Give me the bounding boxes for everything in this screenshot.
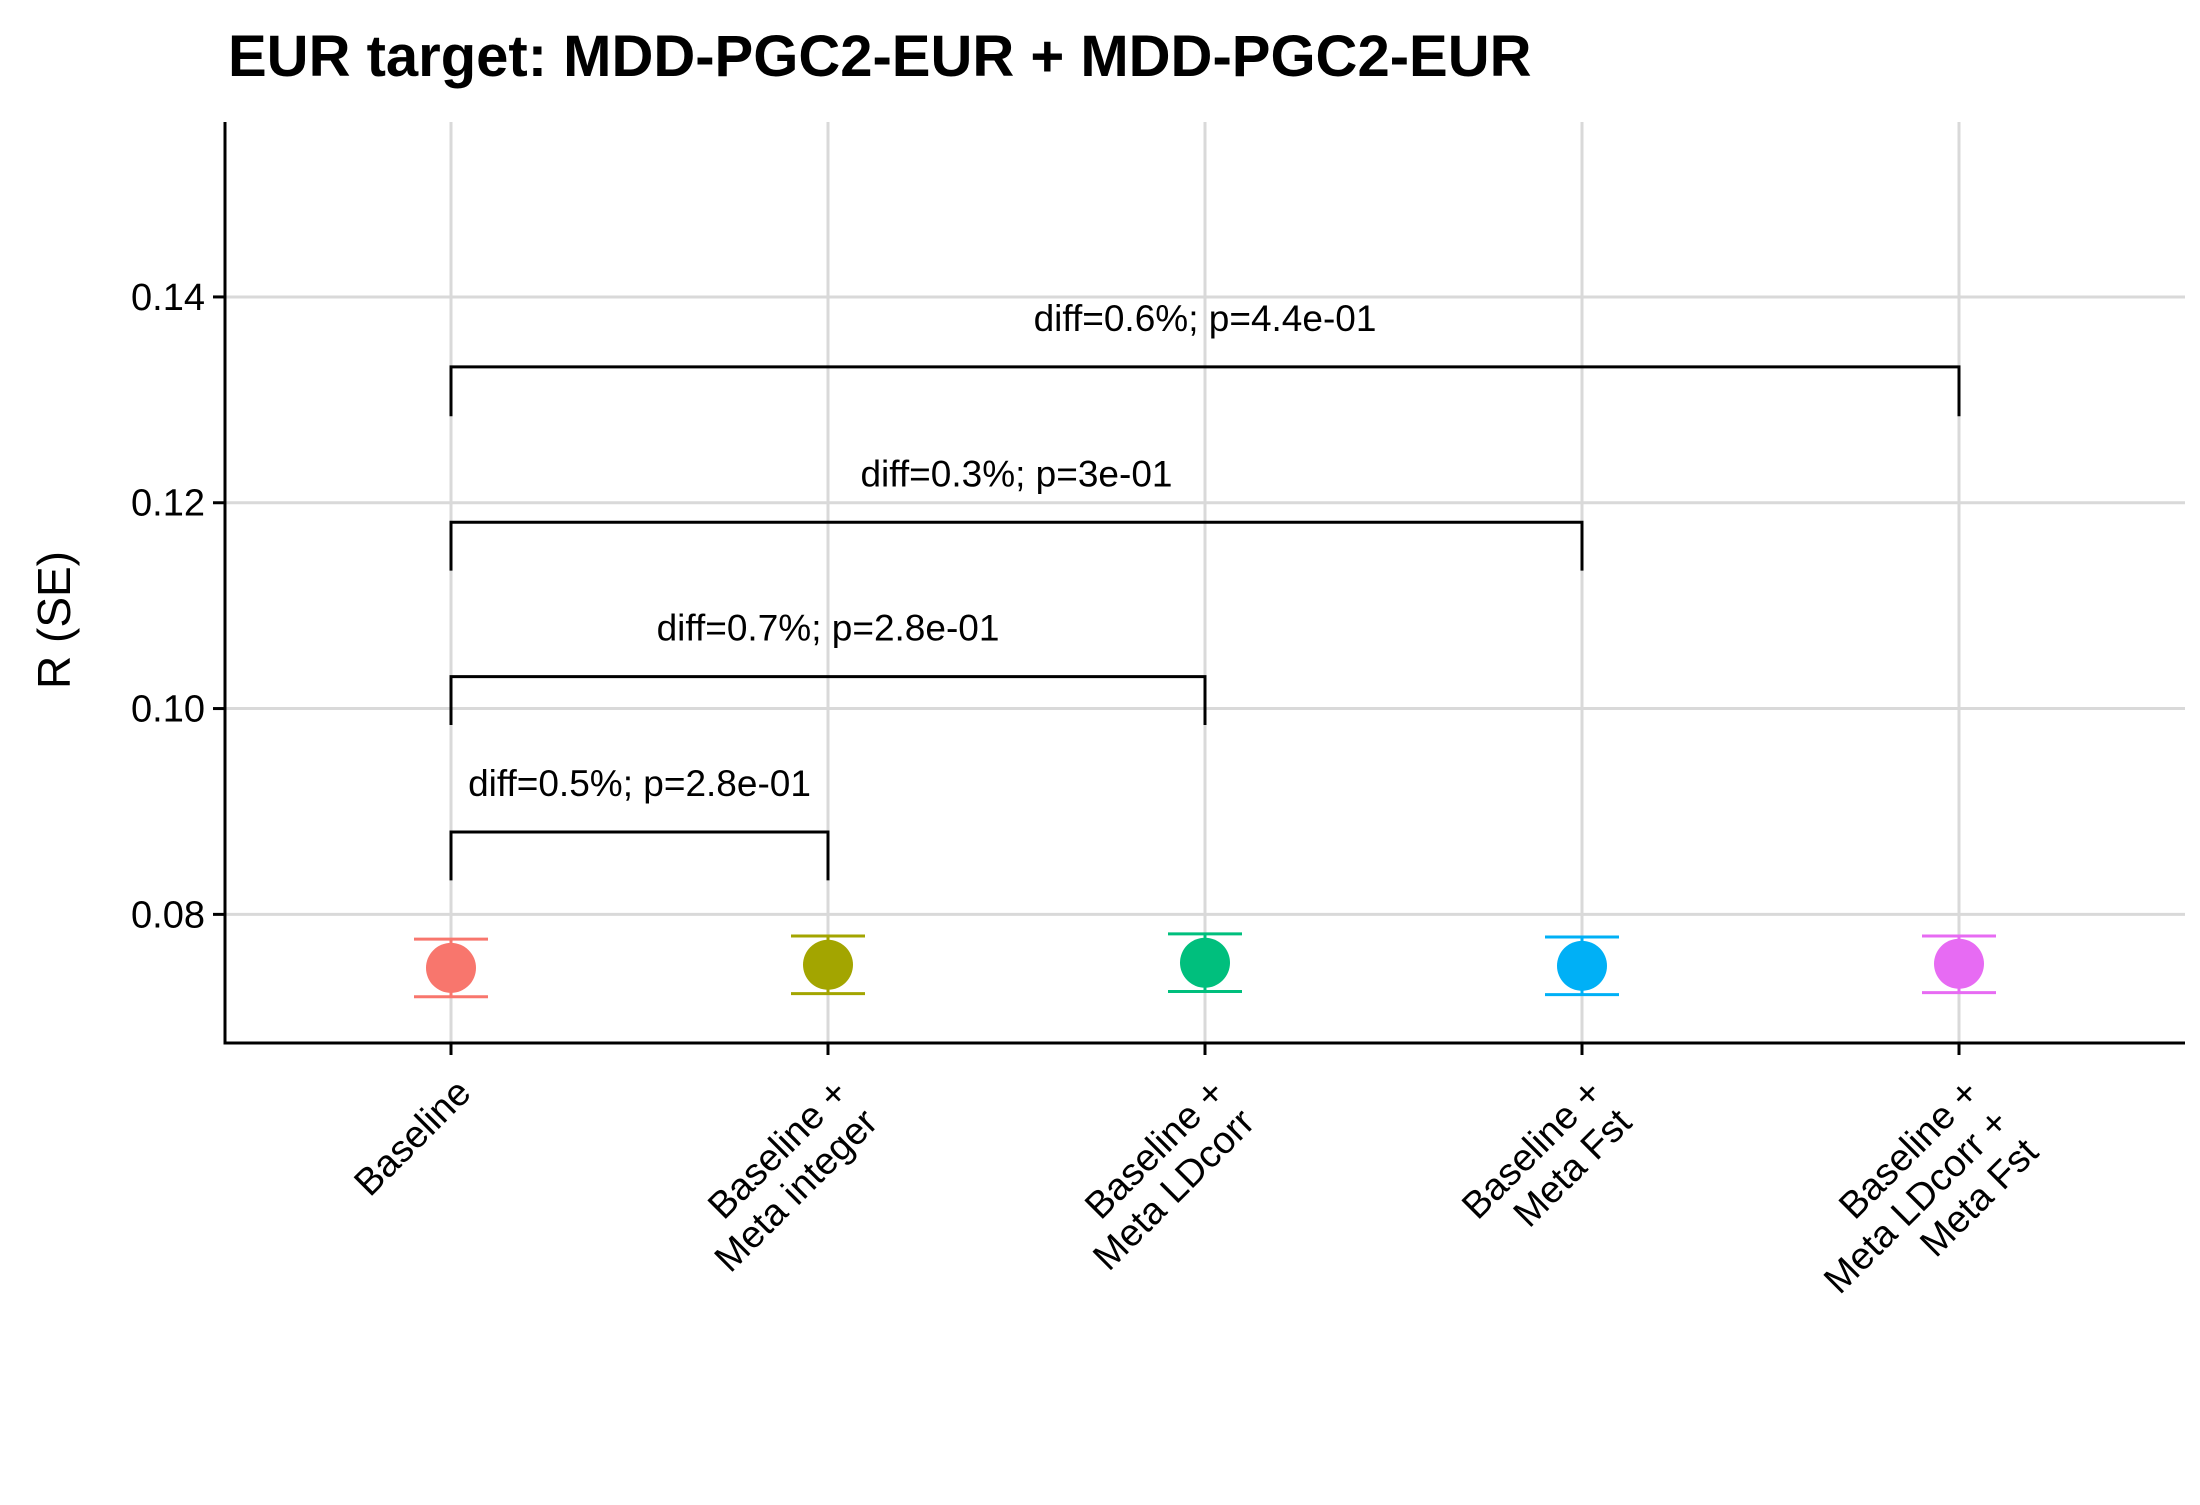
comparison-bracket xyxy=(449,675,1207,726)
y-tick-label: 0.12 xyxy=(131,483,205,525)
data-point xyxy=(426,942,476,993)
comparison-bracket xyxy=(449,365,1961,417)
x-tick-label-group: Baseline +Meta Fst xyxy=(1454,1072,1640,1236)
y-tick-label: 0.08 xyxy=(131,894,205,936)
y-axis-label: R (SE) xyxy=(28,551,80,689)
y-tick-label: 0.14 xyxy=(131,277,205,319)
x-tick-label-group: Baseline +Meta LDcorr +Meta Fst xyxy=(1816,1072,2047,1302)
data-point xyxy=(1557,940,1607,991)
data-point xyxy=(1934,938,1984,989)
comparison-label: diff=0.3%; p=3e-01 xyxy=(860,453,1172,494)
comparison-label: diff=0.6%; p=4.4e-01 xyxy=(1034,298,1377,339)
x-tick-label: Baseline xyxy=(346,1072,479,1205)
comparison-bracket xyxy=(449,520,1584,571)
x-tick-label-group: Baseline xyxy=(346,1072,479,1205)
x-tick-label-group: Baseline +Meta integer xyxy=(700,1072,886,1281)
comparison-bracket xyxy=(449,830,830,881)
comparison-label: diff=0.7%; p=2.8e-01 xyxy=(657,608,1000,649)
comparison-label: diff=0.5%; p=2.8e-01 xyxy=(468,763,811,804)
chart-title: EUR target: MDD-PGC2-EUR + MDD-PGC2-EUR xyxy=(228,24,1531,89)
x-tick-label-group: Baseline +Meta LDcorr xyxy=(1077,1072,1263,1279)
y-tick-label: 0.10 xyxy=(131,689,205,731)
plot-area: 0.08 0.10 0.12 0.14 Baseline Baseline +Meta i… xyxy=(131,122,2185,1302)
data-point xyxy=(803,939,853,990)
data-point xyxy=(1180,937,1230,988)
